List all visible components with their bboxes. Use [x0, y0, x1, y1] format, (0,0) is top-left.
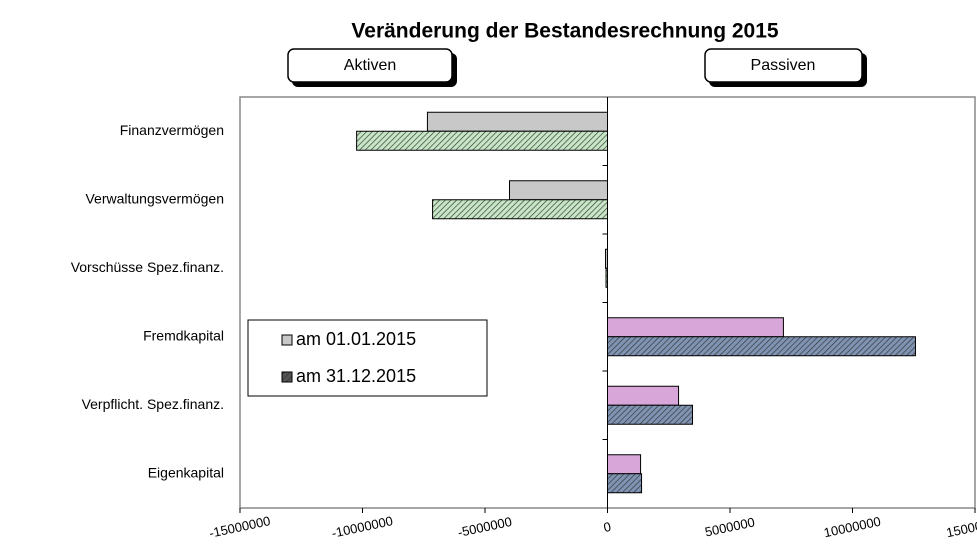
chart-title: Veränderung der Bestandesrechnung 2015	[351, 20, 778, 43]
bar	[607, 404, 694, 425]
bar	[432, 199, 608, 220]
bar	[607, 317, 784, 338]
bar	[607, 454, 642, 475]
annotation: Aktiven	[344, 57, 396, 74]
annotation: Passiven	[751, 57, 816, 74]
x-tick-label: 5000000	[703, 514, 756, 539]
bar	[607, 336, 916, 357]
y-tick-label: Verpflicht. Spez.finanz.	[82, 396, 224, 412]
y-tick-label: Vorschüsse Spez.finanz.	[71, 259, 224, 275]
x-tick-label: -15000000	[208, 513, 272, 541]
bar	[356, 130, 608, 151]
bar	[509, 180, 608, 201]
legend: am 01.01.2015 am 31.12.2015	[247, 319, 488, 397]
legend-box	[247, 319, 488, 397]
bar	[607, 385, 680, 406]
y-tick-label: Fremdkapital	[143, 327, 224, 343]
x-tick-label: 0	[602, 519, 612, 535]
x-tick-label: -10000000	[330, 513, 394, 541]
x-tick-label: -5000000	[456, 514, 513, 540]
bar	[605, 267, 609, 288]
legend-label: am 01.01.2015	[296, 329, 416, 349]
y-tick-label: Finanzvermögen	[120, 122, 224, 138]
bar	[426, 111, 608, 132]
aktiven-box: Aktiven	[287, 48, 457, 87]
bar	[605, 248, 608, 269]
x-tick-label: 10000000	[822, 514, 882, 541]
y-tick-label: Verwaltungsvermögen	[85, 190, 224, 206]
y-tick-label: Eigenkapital	[148, 464, 224, 480]
passiven-box: Passiven	[704, 48, 867, 87]
bar	[607, 473, 643, 494]
legend-swatch	[281, 334, 293, 346]
legend-swatch	[281, 371, 293, 383]
legend-label: am 31.12.2015	[296, 366, 416, 386]
x-tick-label: 15000000	[945, 514, 977, 541]
